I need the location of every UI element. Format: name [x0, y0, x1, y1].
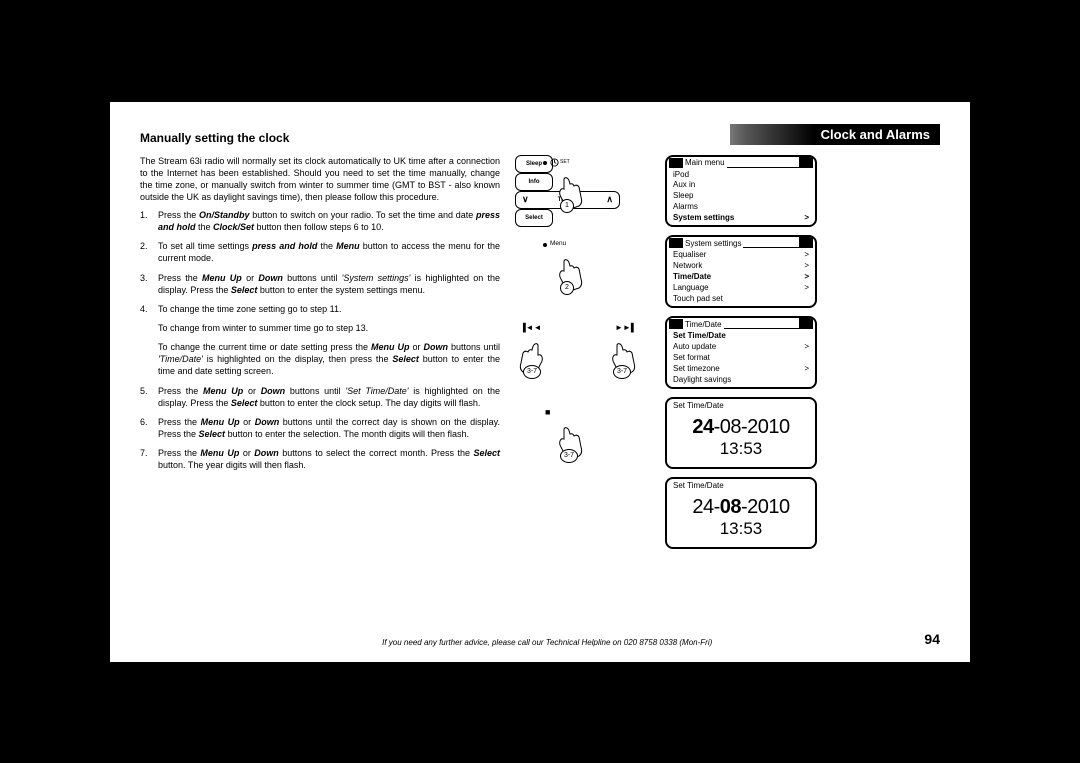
step-4: 4. To change the time zone setting go to… [140, 303, 500, 315]
content-area: The Stream 63i radio will normally set i… [140, 155, 940, 635]
manual-page: Manually setting the clock Clock and Ala… [110, 102, 970, 662]
set-label: SET [560, 159, 570, 165]
step-marker-37: 3-7 [560, 449, 578, 463]
step-3: 3. Press the Menu Up or Down buttons unt… [140, 272, 500, 296]
dot-icon [543, 243, 547, 247]
step-marker-37: 3-7 [523, 365, 541, 379]
step-marker-2: 2 [560, 281, 574, 295]
step-4-line2: To change from winter to summer time go … [158, 322, 500, 334]
lcd-time-date: Time/Date Set Time/Date Auto update> Set… [665, 316, 817, 389]
button-diagrams: SET Sleep 1 Menu Info 2 ▐ [515, 155, 650, 635]
info-button: Info [515, 173, 553, 191]
page-number: 94 [924, 631, 940, 647]
prev-track-icon: ▐◄◄ [520, 323, 542, 332]
select-button: Select [515, 209, 553, 227]
menu-label: Menu [550, 240, 566, 247]
step-list: 1. Press the On/Standby button to switch… [140, 209, 500, 315]
intro-paragraph: The Stream 63i radio will normally set i… [140, 155, 500, 204]
step-marker-37: 3-7 [613, 365, 631, 379]
lcd-main-menu: Main menu iPod Aux in Sleep Alarms Syste… [665, 155, 817, 228]
helpline-text: If you need any further advice, please c… [170, 638, 924, 647]
lcd-column: Main menu iPod Aux in Sleep Alarms Syste… [665, 155, 817, 635]
clock-icon [550, 158, 559, 169]
step-4-line3: To change the current time or date setti… [158, 341, 500, 377]
step-5: 5. Press the Menu Up or Down buttons unt… [140, 385, 500, 409]
down-arrow-icon: ∨ [522, 194, 529, 205]
sleep-button: Sleep [515, 155, 553, 173]
footer: If you need any further advice, please c… [140, 631, 940, 647]
text-column: The Stream 63i radio will normally set i… [140, 155, 500, 635]
step-7: 7. Press the Menu Up or Down buttons to … [140, 447, 500, 471]
up-arrow-icon: ∧ [606, 194, 613, 205]
lcd-system-settings: System settings Equaliser> Network> Time… [665, 235, 817, 308]
step-2: 2. To set all time settings press and ho… [140, 240, 500, 264]
step-1: 1. Press the On/Standby button to switch… [140, 209, 500, 233]
lcd-set-time-date-day: Set Time/Date 24-08-2010 13:53 [665, 397, 817, 469]
stop-icon: ■ [545, 407, 550, 417]
dot-icon [543, 161, 547, 165]
step-marker-1: 1 [560, 199, 574, 213]
lcd-set-time-date-month: Set Time/Date 24-08-2010 13:53 [665, 477, 817, 549]
header: Manually setting the clock Clock and Ala… [140, 124, 940, 145]
step-6: 6. Press the Menu Up or Down buttons unt… [140, 416, 500, 440]
section-title: Manually setting the clock [140, 131, 289, 145]
chapter-title: Clock and Alarms [730, 124, 940, 145]
step-list-cont: 5. Press the Menu Up or Down buttons unt… [140, 385, 500, 472]
next-track-icon: ►►▌ [615, 323, 637, 332]
